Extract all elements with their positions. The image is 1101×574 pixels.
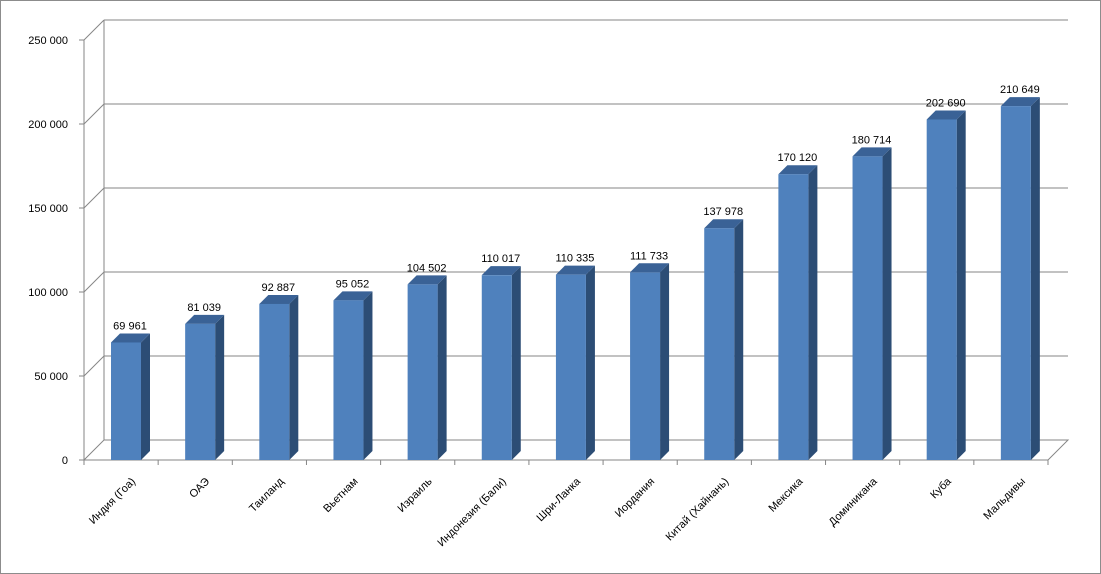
bar	[259, 294, 299, 460]
bar-side	[437, 275, 447, 460]
data-label: 110 335	[555, 253, 594, 265]
bar-front	[481, 275, 512, 460]
bar-top	[704, 219, 744, 229]
bar-top	[481, 266, 521, 276]
bar-side	[808, 165, 818, 460]
bar-top	[111, 333, 150, 343]
y-tick-label: 0	[62, 455, 68, 467]
category-label: Вьетнам	[321, 476, 360, 515]
bars	[111, 97, 1040, 460]
bar-front	[111, 342, 141, 460]
bar-top	[555, 265, 595, 275]
bar-front	[778, 174, 809, 460]
bar-front	[926, 119, 957, 460]
bar	[1000, 97, 1040, 460]
gridline-side	[83, 355, 105, 377]
bar-top	[185, 314, 225, 324]
data-label: 110 017	[481, 253, 520, 265]
data-label: 111 733	[630, 250, 668, 262]
y-tick-label: 250 000	[28, 35, 68, 47]
bar-top	[630, 263, 670, 273]
category-label: Мальдивы	[981, 476, 1028, 523]
bar-front	[407, 284, 438, 460]
bar-top	[852, 147, 892, 157]
bar-front	[704, 228, 735, 460]
bar-top	[259, 294, 299, 304]
data-label: 180 714	[852, 134, 892, 146]
bar	[704, 219, 744, 460]
bar-top	[1000, 97, 1040, 107]
bar	[185, 314, 225, 460]
bar-side	[882, 147, 892, 460]
bar-front	[852, 156, 883, 460]
bar	[630, 263, 670, 460]
category-label: ОАЭ	[187, 476, 212, 501]
gridline-side	[83, 103, 105, 125]
bar	[481, 266, 521, 460]
data-label: 202 690	[926, 97, 966, 109]
bar-front	[333, 300, 364, 460]
gridline-side	[83, 19, 105, 41]
data-label: 92 887	[261, 282, 295, 294]
bar-side	[956, 110, 966, 460]
bar-side	[585, 265, 595, 460]
bar-side	[363, 291, 373, 460]
data-label: 137 978	[703, 206, 743, 218]
data-label: 95 052	[336, 278, 370, 290]
bar-side	[1030, 97, 1040, 460]
category-label: Индонезия (Бали)	[435, 476, 508, 549]
bar-front	[1000, 106, 1031, 460]
category-label: Иордания	[613, 476, 657, 520]
bar-side	[289, 294, 299, 460]
bar	[778, 165, 818, 460]
category-label: Доминикана	[827, 475, 881, 529]
gridline-side	[83, 271, 105, 293]
category-label: Израиль	[396, 475, 435, 514]
category-label: Шри-Ланка	[535, 475, 584, 524]
data-label: 81 039	[187, 302, 221, 314]
bar-front	[555, 274, 586, 460]
bar-top	[778, 165, 818, 175]
bar-side	[215, 314, 225, 460]
data-label: 104 502	[407, 262, 447, 274]
bar	[926, 110, 966, 460]
bar-top	[333, 291, 373, 301]
bar-side	[511, 266, 521, 460]
bar-top	[407, 275, 447, 285]
x-axis: Индия (Гоа) ОАЭ Таиланд Вьетнам Израиль Индон…	[83, 460, 1049, 549]
y-tick-label: 200 000	[28, 119, 68, 131]
y-tick-label: 100 000	[28, 287, 68, 299]
bar	[407, 275, 447, 460]
bar	[111, 333, 150, 460]
data-labels: 69 961 81 039 92 887 95 052 104 502 110 017 11…	[113, 84, 1040, 332]
bar-side	[141, 333, 150, 460]
bar-front	[259, 303, 290, 460]
bar-side	[734, 219, 744, 460]
category-label: Индия (Гоа)	[87, 476, 138, 527]
data-label: 170 120	[778, 152, 818, 164]
bar-side	[660, 263, 670, 460]
bar-front	[185, 323, 216, 460]
data-label: 69 961	[113, 320, 147, 332]
data-label: 210 649	[1000, 84, 1040, 96]
category-label: Китай (Хайнань)	[664, 476, 732, 544]
y-tick-label: 150 000	[28, 203, 68, 215]
bar	[852, 147, 892, 460]
category-label: Таиланд	[247, 475, 287, 515]
bar-top	[926, 110, 966, 120]
bar-front	[630, 272, 661, 460]
bar	[555, 265, 595, 460]
category-label: Мексика	[766, 475, 806, 515]
y-axis: 0 50 000 100 000 150 000 200 000 250 000	[28, 35, 68, 467]
gridline-side	[83, 187, 105, 209]
bar	[333, 291, 373, 460]
y-tick-label: 50 000	[34, 371, 68, 383]
category-label: Куба	[928, 475, 954, 501]
